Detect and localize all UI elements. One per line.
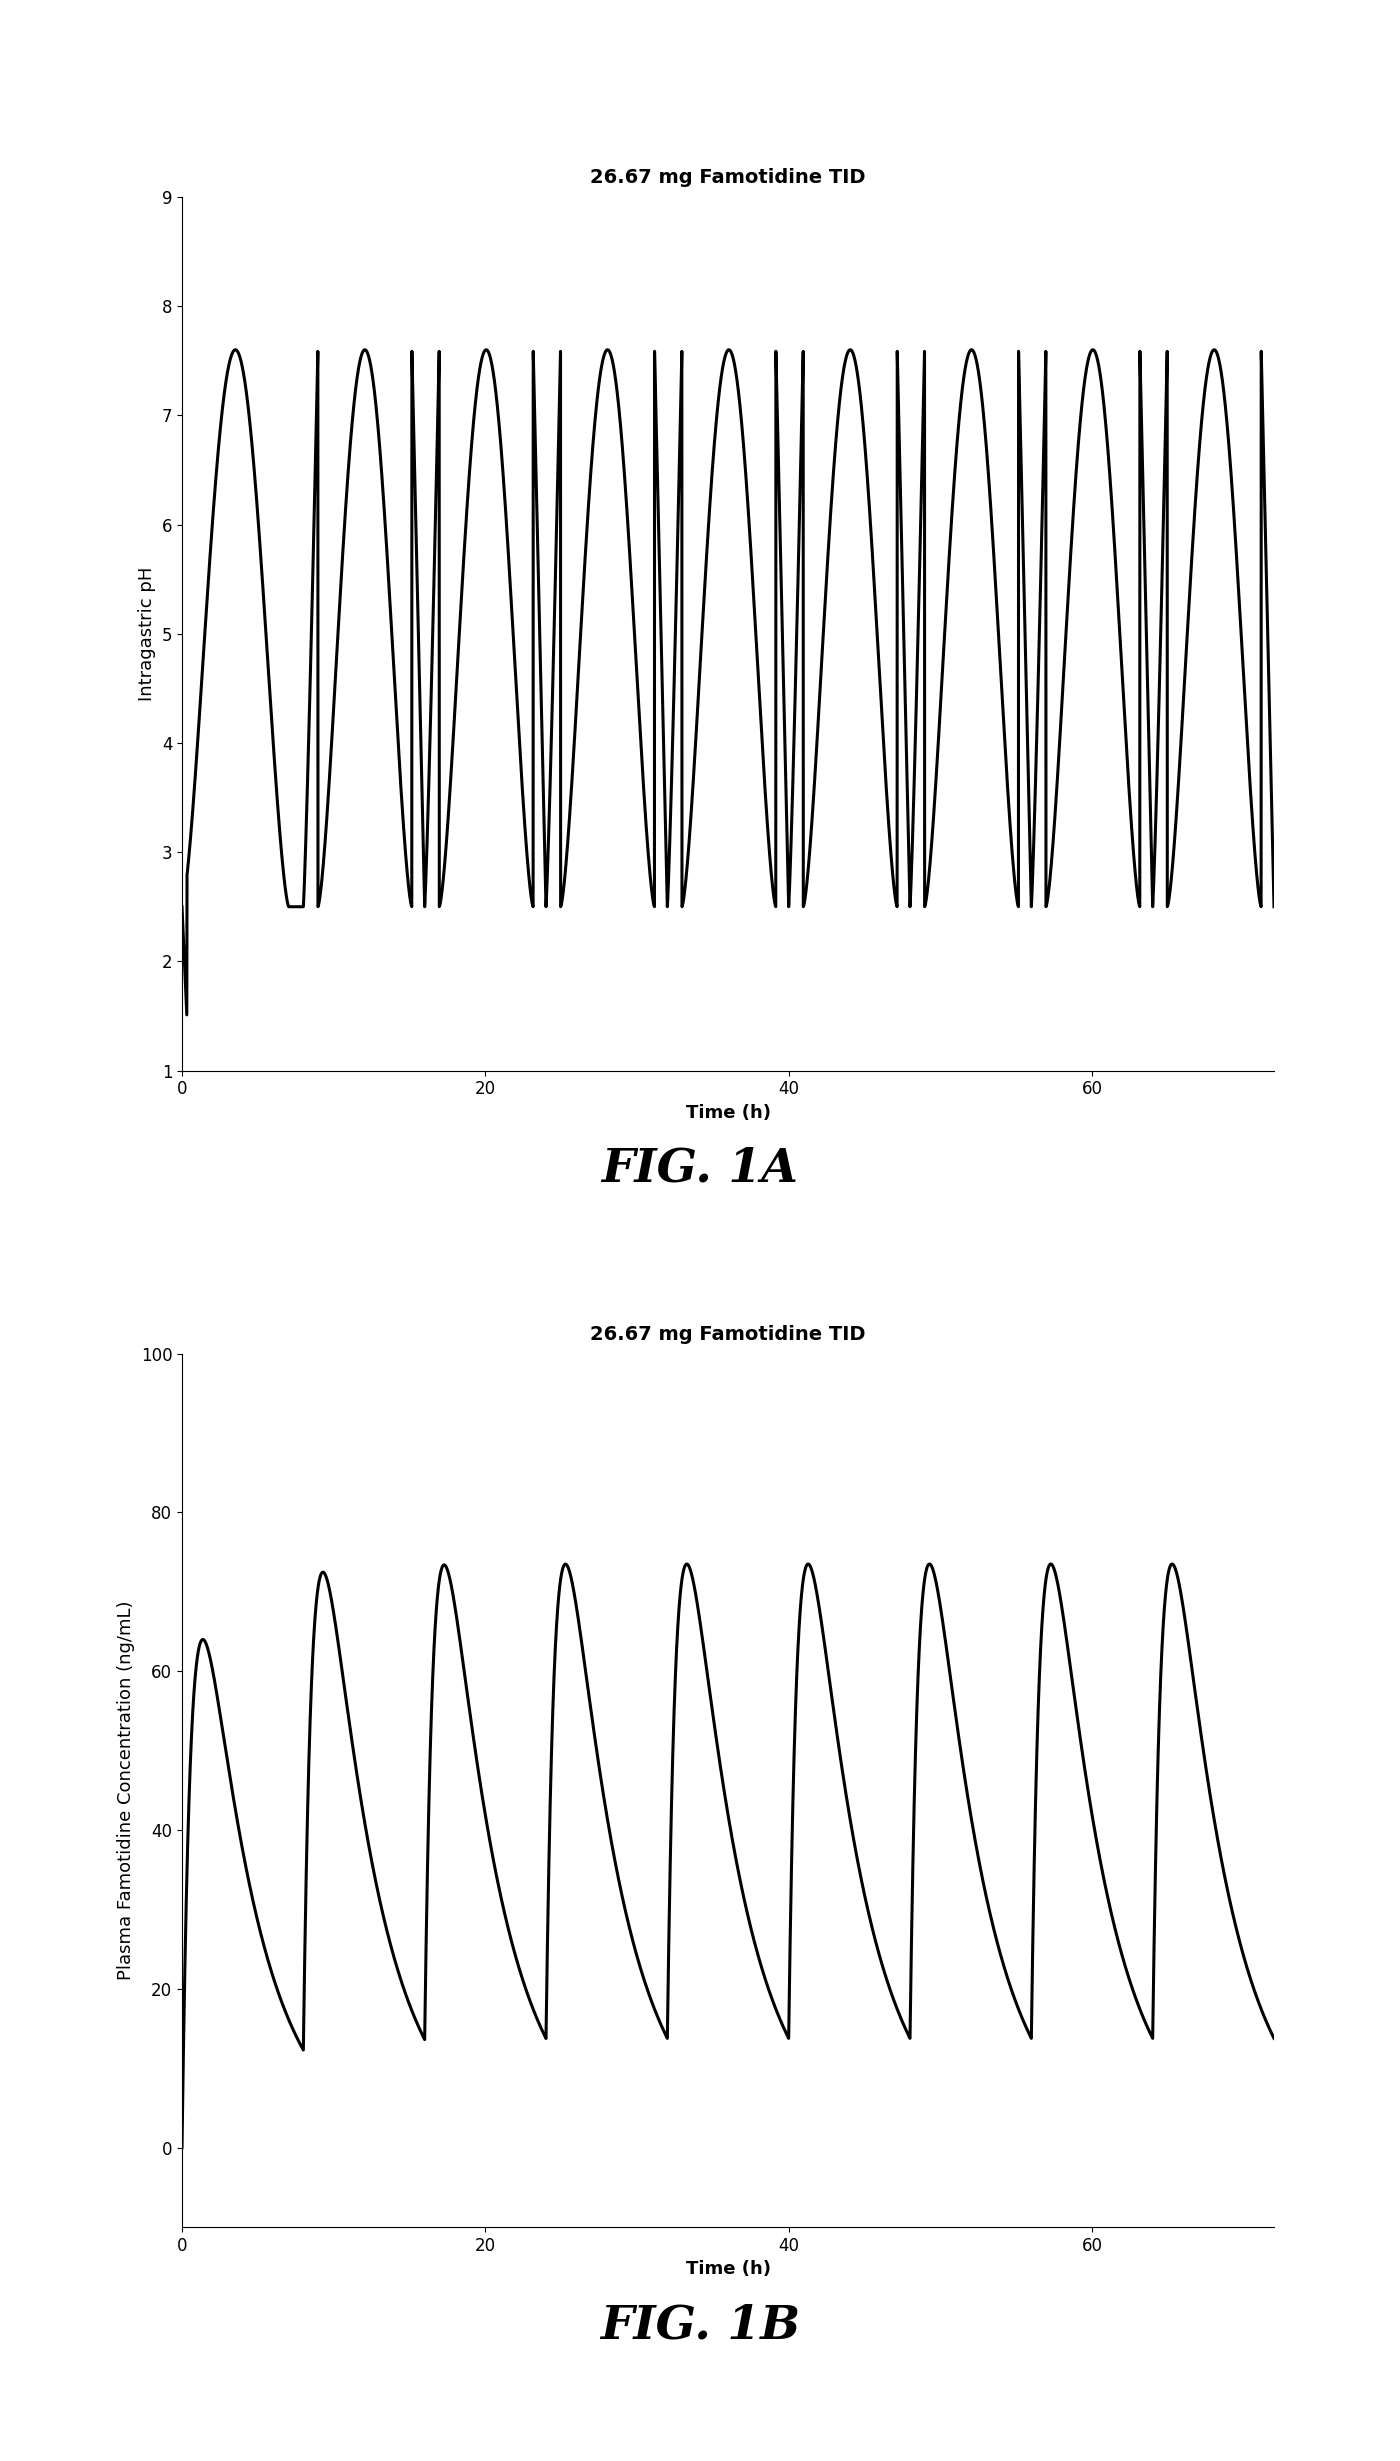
Y-axis label: Intragastric pH: Intragastric pH <box>139 566 155 701</box>
Text: FIG. 1B: FIG. 1B <box>601 2303 799 2348</box>
X-axis label: Time (h): Time (h) <box>686 1105 770 1122</box>
Text: FIG. 1A: FIG. 1A <box>602 1147 798 1191</box>
X-axis label: Time (h): Time (h) <box>686 2262 770 2279</box>
Title: 26.67 mg Famotidine TID: 26.67 mg Famotidine TID <box>591 167 865 187</box>
Title: 26.67 mg Famotidine TID: 26.67 mg Famotidine TID <box>591 1324 865 1344</box>
Y-axis label: Plasma Famotidine Concentration (ng/mL): Plasma Famotidine Concentration (ng/mL) <box>118 1600 134 1981</box>
